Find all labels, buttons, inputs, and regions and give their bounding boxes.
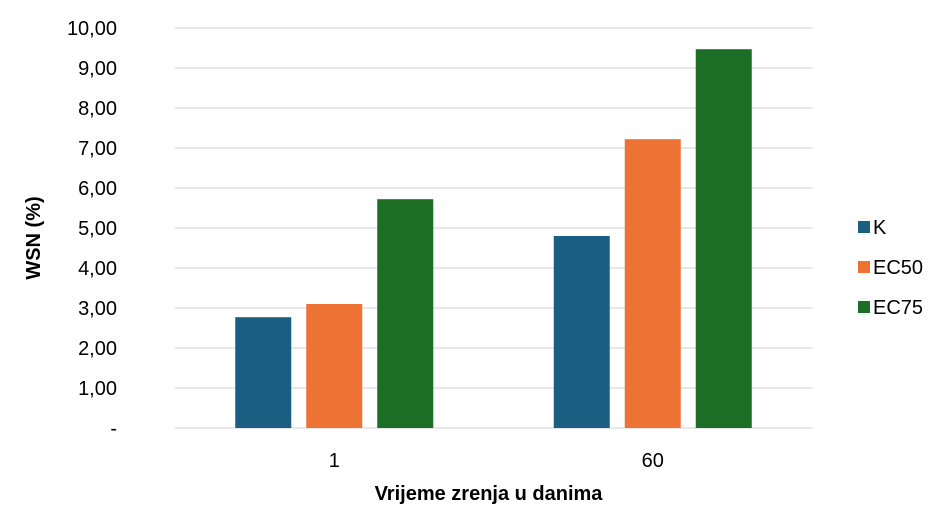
bar-ec50-60 (624, 139, 681, 428)
y-tick-labels: - 1,00 2,00 3,00 4,00 5,00 6,00 7,00 8,00 9,00 10,… (67, 18, 117, 440)
x-axis-title: Vrijeme zrenja u danima (375, 483, 604, 505)
y-tick-label: 1,00 (78, 378, 117, 400)
y-tick-label: 5,00 (78, 218, 117, 240)
legend-label-ec50: EC50 (873, 257, 923, 279)
x-tick-labels: 1 60 (329, 450, 664, 472)
legend-label-k: K (873, 217, 887, 239)
y-tick-label: 7,00 (78, 138, 117, 160)
y-tick-label: 4,00 (78, 258, 117, 280)
bar-ec75-1 (377, 199, 434, 428)
y-axis-title: WSN (%) (23, 196, 45, 279)
legend: K EC50 EC75 (858, 217, 923, 319)
y-tick-label: 2,00 (78, 338, 117, 360)
bars (235, 49, 752, 428)
x-tick-label: 60 (642, 450, 664, 472)
bar-k-60 (553, 236, 610, 428)
y-tick-label: 10,00 (67, 18, 117, 40)
y-tick-label: 8,00 (78, 98, 117, 120)
y-tick-label: 3,00 (78, 298, 117, 320)
bar-ec50-1 (306, 304, 363, 428)
y-tick-label: 6,00 (78, 178, 117, 200)
bar-ec75-60 (695, 49, 752, 428)
x-tick-label: 1 (329, 450, 340, 472)
y-tick-label: 9,00 (78, 58, 117, 80)
legend-label-ec75: EC75 (873, 297, 923, 319)
legend-swatch-k (858, 221, 870, 233)
legend-swatch-ec50 (858, 261, 870, 273)
legend-swatch-ec75 (858, 301, 870, 313)
y-tick-label: - (110, 418, 117, 440)
bar-k-1 (235, 317, 292, 428)
